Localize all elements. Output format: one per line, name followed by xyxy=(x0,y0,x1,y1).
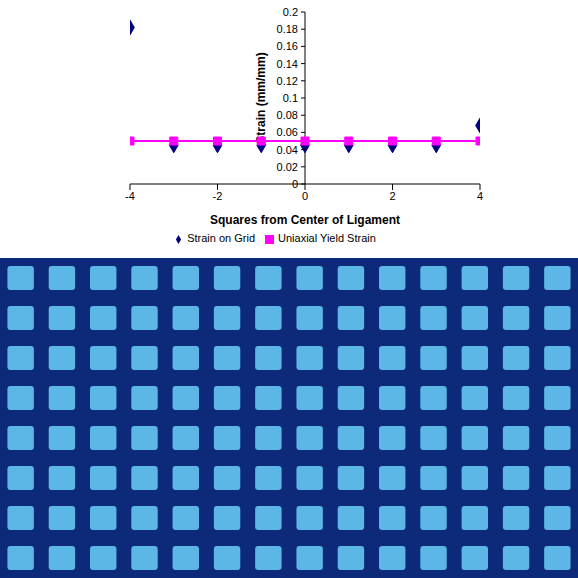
svg-text:Squares from Center of Ligamen: Squares from Center of Ligament xyxy=(210,213,400,227)
svg-text:0.14: 0.14 xyxy=(277,58,298,70)
svg-text:-2: -2 xyxy=(213,190,223,202)
svg-text:0.02: 0.02 xyxy=(277,161,298,173)
svg-text:0: 0 xyxy=(292,178,298,190)
svg-text:0.06: 0.06 xyxy=(277,126,298,138)
svg-text:0.08: 0.08 xyxy=(277,109,298,121)
svg-text:-4: -4 xyxy=(125,190,135,202)
svg-text:2: 2 xyxy=(389,190,395,202)
svg-text:Strain (mm/mm): Strain (mm/mm) xyxy=(254,52,268,143)
svg-text:0: 0 xyxy=(302,190,308,202)
svg-text:0.16: 0.16 xyxy=(277,40,298,52)
html-text:Uniaxial Yield Strain: Uniaxial Yield Strain xyxy=(278,232,376,244)
svg-text:0.2: 0.2 xyxy=(283,6,298,18)
html-text:Strain on Grid: Strain on Grid xyxy=(187,232,255,244)
svg-text:4: 4 xyxy=(477,190,483,202)
svg-text:0.18: 0.18 xyxy=(277,23,298,35)
svg-text:0.04: 0.04 xyxy=(277,144,298,156)
svg-text:0.12: 0.12 xyxy=(277,75,298,87)
svg-text:0.1: 0.1 xyxy=(283,92,298,104)
